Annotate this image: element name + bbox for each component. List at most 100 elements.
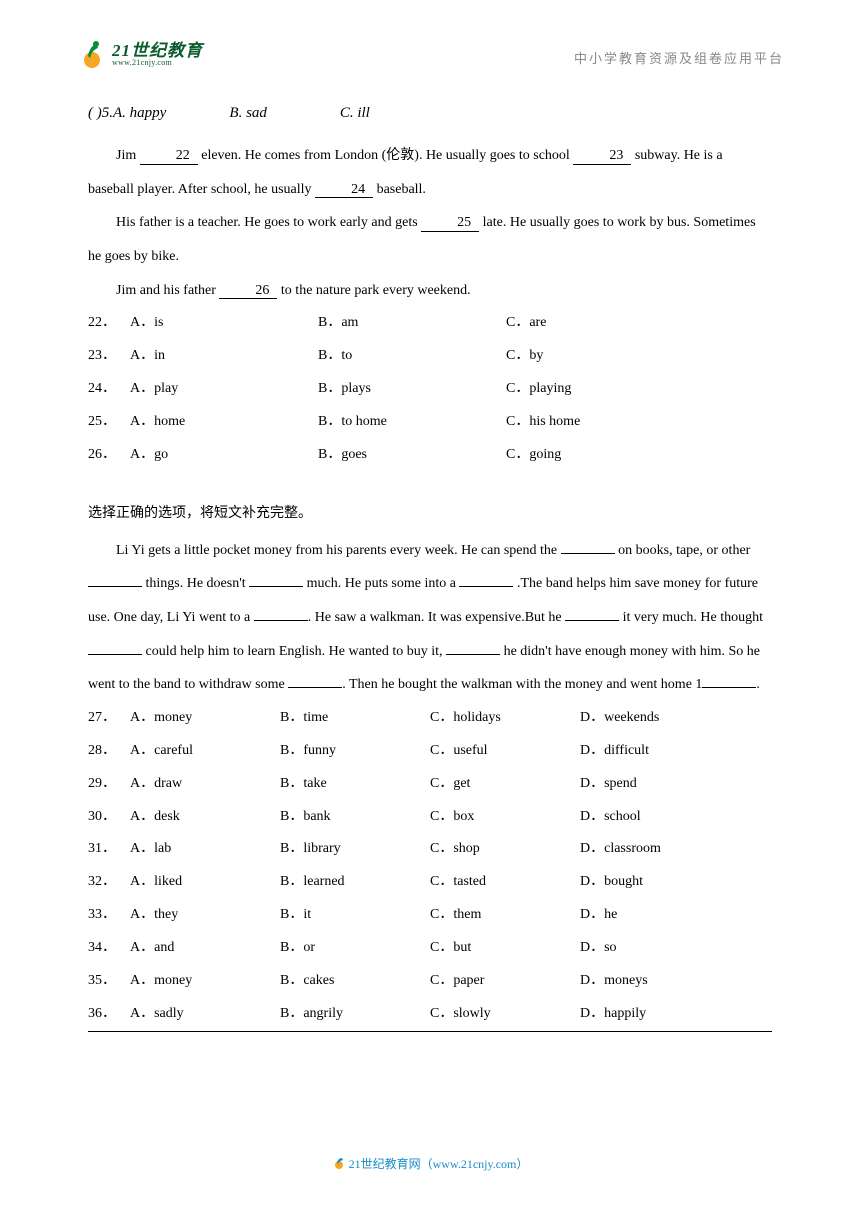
question-28: 28． A．careful B．funny C．useful D．difficu…: [88, 735, 770, 768]
q35-b[interactable]: B．cakes: [280, 965, 430, 998]
q25-c[interactable]: C．his home: [506, 406, 770, 439]
blank-30[interactable]: [459, 573, 513, 587]
q22-b[interactable]: B．am: [318, 307, 506, 340]
q25-num: 25．: [88, 406, 130, 439]
q26-c[interactable]: C．going: [506, 439, 770, 472]
q32-b[interactable]: B．learned: [280, 866, 430, 899]
blank-24[interactable]: 24: [315, 182, 373, 198]
q23-b[interactable]: B．to: [318, 340, 506, 373]
q26-a[interactable]: A．go: [130, 439, 318, 472]
q33-a[interactable]: A．they: [130, 899, 280, 932]
q33-d[interactable]: D．he: [580, 899, 730, 932]
question-33: 33． A．they B．it C．them D．he: [88, 899, 770, 932]
q24-c[interactable]: C．playing: [506, 373, 770, 406]
q30-b[interactable]: B．bank: [280, 801, 430, 834]
q32-a[interactable]: A．liked: [130, 866, 280, 899]
page-header: 21世纪教育 www.21cnjy.com 中小学教育资源及组卷应用平台: [0, 0, 860, 70]
q36-b[interactable]: B．angrily: [280, 998, 430, 1031]
q5-c: ill: [357, 96, 370, 131]
p2-8: could help him to learn English. He want…: [142, 644, 446, 659]
blank-23[interactable]: 23: [573, 148, 631, 164]
q25-a[interactable]: A．home: [130, 406, 318, 439]
p2-2: on books, tape, or other: [615, 543, 751, 558]
q33-b[interactable]: B．it: [280, 899, 430, 932]
blank-26[interactable]: 26: [219, 283, 277, 299]
q22-a[interactable]: A．is: [130, 307, 318, 340]
blank-22[interactable]: 22: [140, 148, 198, 164]
p2-10: . Then he bought the walkman with the mo…: [342, 677, 702, 692]
q36-c[interactable]: C．slowly: [430, 998, 580, 1031]
q35-c[interactable]: C．paper: [430, 965, 580, 998]
q29-a[interactable]: A．draw: [130, 768, 280, 801]
p2-t1: His father is a teacher. He goes to work…: [116, 215, 421, 230]
footer-icon: [332, 1156, 346, 1170]
q35-a[interactable]: A．money: [130, 965, 280, 998]
logo-url: www.21cnjy.com: [112, 59, 203, 67]
q34-a[interactable]: A．and: [130, 932, 280, 965]
q33-num: 33．: [88, 899, 130, 932]
q24-b[interactable]: B．plays: [318, 373, 506, 406]
question-27: 27． A．money B．time C．holidays D．weekends: [88, 702, 770, 735]
q28-a[interactable]: A．careful: [130, 735, 280, 768]
q34-d[interactable]: D．so: [580, 932, 730, 965]
q27-b[interactable]: B．time: [280, 702, 430, 735]
q29-d[interactable]: D．spend: [580, 768, 730, 801]
footer-b: 世纪教育网（www.21cnjy.com）: [361, 1157, 529, 1171]
q27-c[interactable]: C．holidays: [430, 702, 580, 735]
blank-34[interactable]: [446, 641, 500, 655]
q23-a[interactable]: A．in: [130, 340, 318, 373]
blank-36[interactable]: [702, 674, 756, 688]
blank-35[interactable]: [288, 674, 342, 688]
q24-a[interactable]: A．play: [130, 373, 318, 406]
page-footer: 21世纪教育网（www.21cnjy.com）: [0, 1031, 860, 1032]
q22-c[interactable]: C．are: [506, 307, 770, 340]
q28-d[interactable]: D．difficult: [580, 735, 730, 768]
blank-28[interactable]: [88, 573, 142, 587]
blank-33[interactable]: [88, 641, 142, 655]
content-area: ( )5.A. happy B. sad C. ill Jim 22 eleve…: [0, 70, 860, 1031]
q29-c[interactable]: C．get: [430, 768, 580, 801]
q36-d[interactable]: D．happily: [580, 998, 730, 1031]
header-subtitle: 中小学教育资源及组卷应用平台: [574, 48, 784, 67]
q34-c[interactable]: C．but: [430, 932, 580, 965]
q31-a[interactable]: A．lab: [130, 833, 280, 866]
q34-b[interactable]: B．or: [280, 932, 430, 965]
q28-c[interactable]: C．useful: [430, 735, 580, 768]
q32-c[interactable]: C．tasted: [430, 866, 580, 899]
p1-t4: baseball.: [373, 182, 426, 197]
q30-c[interactable]: C．box: [430, 801, 580, 834]
q30-a[interactable]: A．desk: [130, 801, 280, 834]
q31-c[interactable]: C．shop: [430, 833, 580, 866]
question-24: 24． A．play B．plays C．playing: [88, 373, 770, 406]
q31-d[interactable]: D．classroom: [580, 833, 730, 866]
q31-b[interactable]: B．library: [280, 833, 430, 866]
question-5: ( )5.A. happy B. sad C. ill: [88, 96, 770, 131]
q27-a[interactable]: A．money: [130, 702, 280, 735]
blank-31[interactable]: [254, 607, 308, 621]
q30-d[interactable]: D．school: [580, 801, 730, 834]
p3-t2: to the nature park every weekend.: [277, 283, 470, 298]
logo-cn: 21世纪教育: [112, 42, 203, 59]
p2-1: Li Yi gets a little pocket money from hi…: [116, 543, 561, 558]
q26-num: 26．: [88, 439, 130, 472]
q25-b[interactable]: B．to home: [318, 406, 506, 439]
q27-num: 27．: [88, 702, 130, 735]
blank-29[interactable]: [249, 573, 303, 587]
p3-t1: Jim and his father: [116, 283, 219, 298]
q35-d[interactable]: D．moneys: [580, 965, 730, 998]
blank-27[interactable]: [561, 540, 615, 554]
q33-c[interactable]: C．them: [430, 899, 580, 932]
q36-a[interactable]: A．sadly: [130, 998, 280, 1031]
q23-c[interactable]: C．by: [506, 340, 770, 373]
q32-d[interactable]: D．bought: [580, 866, 730, 899]
p2-6: . He saw a walkman. It was expensive.But…: [308, 610, 565, 625]
p1-t2: eleven. He comes from London (伦敦). He us…: [198, 148, 574, 163]
p2-3: things. He doesn't: [142, 576, 249, 591]
q26-b[interactable]: B．goes: [318, 439, 506, 472]
q27-d[interactable]: D．weekends: [580, 702, 730, 735]
q28-b[interactable]: B．funny: [280, 735, 430, 768]
blank-32[interactable]: [565, 607, 619, 621]
blank-25[interactable]: 25: [421, 215, 479, 231]
q22-num: 22．: [88, 307, 130, 340]
q29-b[interactable]: B．take: [280, 768, 430, 801]
